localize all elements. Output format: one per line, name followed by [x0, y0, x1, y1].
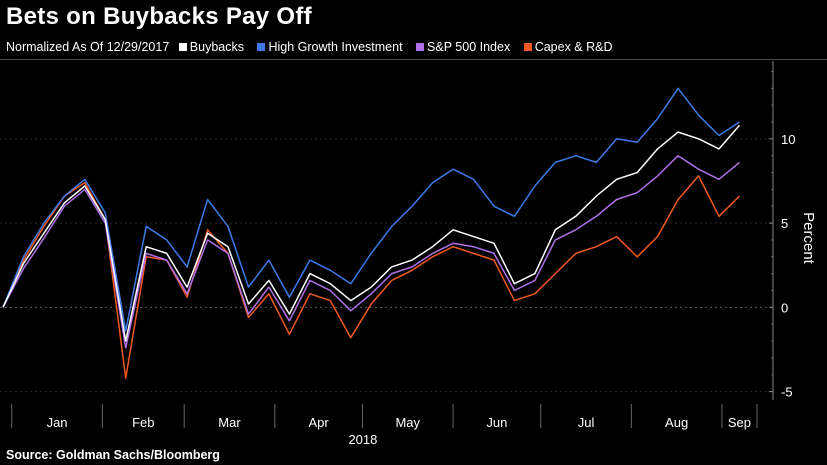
- series-line-buybacks: [2, 124, 741, 342]
- legend-item-capex: Capex & R&D: [523, 40, 613, 54]
- legend-label-sp500: S&P 500 Index: [427, 40, 511, 54]
- y-tick-label: 10: [781, 132, 795, 147]
- legend-swatch-sp500: [416, 43, 425, 51]
- legend-label-high-growth: High Growth Investment: [268, 40, 403, 54]
- legend-swatch-buybacks: [178, 43, 187, 51]
- series-line-capex: [2, 175, 741, 379]
- chart-title: Bets on Buybacks Pay Off: [6, 3, 312, 30]
- series-line-high-growth: [2, 87, 740, 332]
- header-divider: [0, 59, 827, 60]
- y-tick-label: 5: [781, 216, 788, 231]
- legend-item-high-growth: High Growth Investment: [257, 40, 403, 54]
- y-tick-label: -5: [781, 385, 793, 400]
- series-line-sp500: [2, 154, 740, 349]
- y-axis-label: Percent: [800, 212, 817, 265]
- y-tick-label: 0: [781, 300, 788, 315]
- legend-swatch-high-growth: [257, 43, 266, 51]
- x-tick-label: Sep: [728, 415, 751, 430]
- legend-swatch-capex: [523, 43, 532, 51]
- x-tick-label: Jul: [578, 415, 595, 430]
- x-tick-label: Feb: [132, 415, 154, 430]
- x-tick-label: Jan: [47, 415, 68, 430]
- source-note: Source: Goldman Sachs/Bloomberg: [6, 448, 220, 462]
- legend-label-buybacks: Buybacks: [189, 40, 244, 54]
- legend: Normalized As Of 12/29/2017 Buybacks Hig…: [6, 40, 623, 54]
- x-tick-label: May: [395, 415, 420, 430]
- x-tick-label: Jun: [486, 415, 507, 430]
- legend-label-capex: Capex & R&D: [534, 40, 613, 54]
- x-year-label: 2018: [348, 432, 377, 447]
- x-tick-label: Mar: [218, 415, 241, 430]
- legend-item-sp500: S&P 500 Index: [416, 40, 510, 54]
- legend-note: Normalized As Of 12/29/2017: [6, 40, 170, 54]
- x-tick-label: Apr: [309, 415, 330, 430]
- x-tick-label: Aug: [665, 415, 688, 430]
- legend-item-buybacks: Buybacks: [178, 40, 244, 54]
